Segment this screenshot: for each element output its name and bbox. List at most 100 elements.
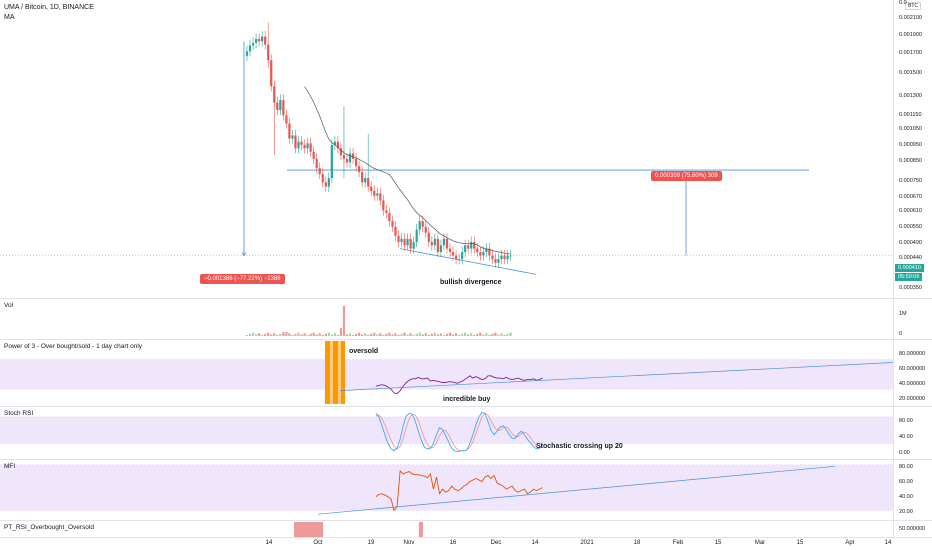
pane-separator-mfi[interactable]: [0, 459, 932, 460]
price-tick: 0.000670: [899, 194, 922, 200]
price-tick: 0.000850: [899, 158, 922, 164]
candle-body: [297, 141, 300, 149]
power-trendline: [339, 362, 894, 392]
mfi-tick: 60.00: [899, 479, 913, 485]
pane-separator-power[interactable]: [0, 339, 932, 340]
price-tick: 0.000440: [899, 255, 922, 261]
ma-indicator-label[interactable]: MA: [4, 14, 15, 21]
pane-separator-stoch[interactable]: [0, 406, 932, 407]
price-tick: 0.000750: [899, 178, 922, 184]
volume-bar: [415, 333, 418, 336]
volume-bar: [376, 334, 379, 336]
volume-bar: [324, 333, 327, 336]
candle-body: [364, 178, 367, 183]
mfi-pane-label[interactable]: MFI: [4, 463, 16, 470]
volume-bar: [303, 333, 306, 336]
pane-separator-ptrsi[interactable]: [0, 520, 932, 521]
volume-bar: [451, 334, 455, 336]
price-tick: 0.000610: [899, 208, 922, 214]
candle-body: [467, 245, 470, 249]
candle-body: [400, 238, 403, 243]
volume-bar: [497, 334, 500, 336]
candle-body: [321, 174, 324, 183]
price-tick-top: 0.0: [899, 0, 907, 6]
volume-bar: [245, 335, 249, 336]
power-tick: 20.000000: [899, 396, 925, 402]
candle-body: [497, 259, 500, 263]
power-tick: 60.000000: [899, 366, 925, 372]
stoch-pane-label[interactable]: Stoch RSI: [4, 410, 34, 417]
candle-body: [258, 38, 261, 42]
candle-body: [279, 100, 282, 111]
currency-button[interactable]: BTC: [905, 2, 921, 10]
candle-body: [376, 193, 379, 196]
candle-body: [445, 238, 449, 249]
candle-body: [358, 166, 361, 173]
candle-body: [491, 255, 494, 260]
volume-bar: [494, 332, 497, 336]
oversold-highlight: [330, 341, 333, 404]
stoch-k-line: [375, 411, 543, 453]
ptrsi-oversold-block: [419, 522, 423, 537]
volume-bar: [467, 334, 470, 336]
volume-bar: [391, 334, 394, 336]
down-measure-label[interactable]: −0.001386 (−77.22%) −1386: [200, 274, 285, 284]
candle-body: [412, 242, 415, 249]
ptrsi-pane-label[interactable]: PT_RSI_Overbought_Oversold: [4, 524, 94, 531]
volume-bar: [300, 334, 303, 336]
time-tick: 19: [367, 540, 375, 546]
volume-bar: [267, 332, 270, 336]
mfi-line: [375, 469, 543, 512]
candle-body: [312, 151, 315, 159]
volume-bar: [348, 333, 352, 336]
mfi-tick: 40.00: [899, 494, 913, 500]
volume-bar: [506, 333, 509, 336]
candle-body: [288, 123, 291, 139]
candle-body: [354, 158, 358, 167]
candle-body: [370, 186, 373, 192]
symbol-title[interactable]: UMA / Bitcoin, 1D, BINANCE: [4, 4, 94, 11]
volume-bar: [461, 333, 464, 336]
candle-body: [248, 45, 252, 52]
up-measure-label[interactable]: 0.000309 (75.60%) 309: [651, 171, 722, 181]
candle-body: [461, 252, 464, 260]
stoch-cross-note[interactable]: Stochastic crossing up 20: [536, 443, 623, 450]
volume-bar: [445, 333, 449, 336]
candle-body: [373, 191, 376, 196]
pane-separator-vol[interactable]: [0, 298, 932, 299]
candle-body: [294, 135, 297, 149]
volume-bar: [276, 335, 279, 336]
volume-bar: [388, 332, 391, 336]
candle-body: [430, 242, 433, 246]
volume-bar: [436, 334, 439, 336]
volume-bar: [351, 335, 355, 336]
price-tick: 0.001500: [899, 70, 922, 76]
time-tick: Nov: [403, 540, 415, 546]
power-pane-label[interactable]: Power of 3 - Over bought/sold - 1 day ch…: [4, 343, 143, 350]
candle-body: [245, 51, 249, 56]
volume-bar: [333, 333, 336, 336]
price-tick: 0.000550: [899, 224, 922, 230]
candle-body: [406, 238, 409, 246]
candle-body: [254, 38, 258, 43]
volume-bar: [367, 335, 370, 336]
candle-body: [494, 259, 497, 263]
bullish-divergence-note[interactable]: bullish divergence: [440, 279, 502, 286]
volume-bar: [361, 334, 364, 336]
time-tick: 14: [884, 540, 892, 546]
price-tick: 0.001900: [899, 32, 922, 38]
volume-bar: [382, 335, 385, 336]
incredible-buy-note[interactable]: incredible buy: [443, 396, 491, 403]
candle-body: [261, 36, 264, 42]
candle-body: [351, 153, 355, 159]
candle-body: [339, 148, 343, 156]
oversold-highlight: [325, 341, 330, 404]
volume-bar: [273, 333, 276, 336]
oversold-note[interactable]: oversold: [349, 348, 379, 355]
volume-bar: [248, 333, 252, 336]
candle-body: [303, 144, 306, 149]
candle-body: [448, 248, 452, 253]
vol-pane-label[interactable]: Vol: [4, 302, 14, 309]
volume-bar: [251, 332, 255, 336]
